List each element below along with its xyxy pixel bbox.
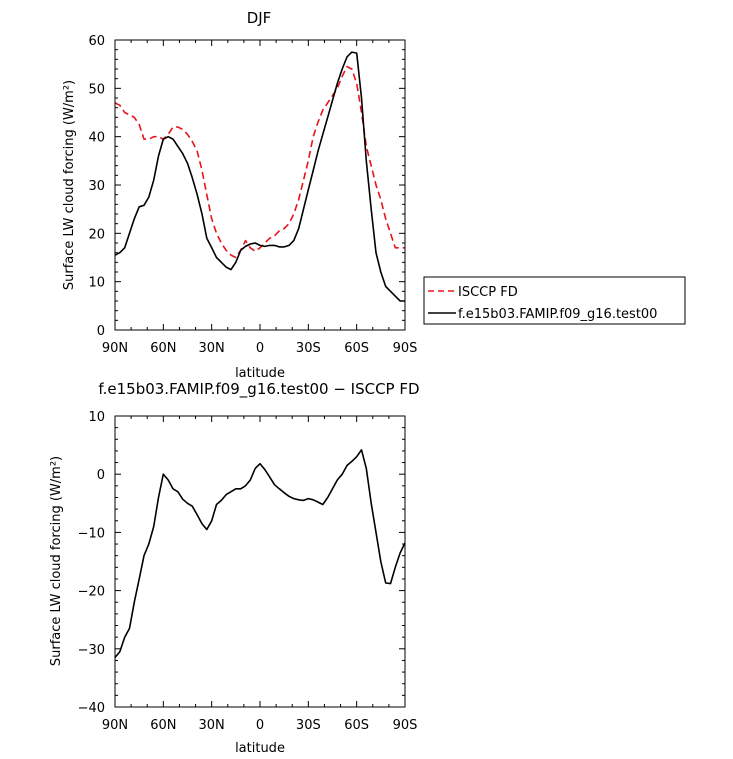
x-tick-label: 30N — [199, 718, 225, 733]
y-tick-label: 60 — [88, 34, 105, 49]
y-tick-label: 30 — [88, 179, 105, 194]
series-line-1-0 — [114, 448, 406, 659]
y-tick-label: −10 — [78, 526, 105, 541]
y-tick-label: 10 — [88, 410, 105, 425]
top-y-axis-label: Surface LW cloud forcing (W/m²) — [62, 80, 77, 290]
x-tick-label: 90S — [393, 718, 418, 733]
y-tick-label: 40 — [88, 131, 105, 146]
x-tick-label: 60N — [150, 718, 176, 733]
x-tick-label: 0 — [256, 341, 264, 356]
x-tick-label: 60N — [150, 341, 176, 356]
top-x-axis-label: latitude — [235, 366, 285, 381]
x-tick-label: 30S — [296, 341, 321, 356]
legend-label-model: f.e15b03.FAMIP.f09_g16.test00 — [458, 307, 657, 322]
y-tick-label: 20 — [88, 227, 105, 242]
top-panel: DJF 90N 60N 30N 0 30S 60S 90S 0 10 20 30 40 50 60 lat… — [62, 9, 417, 381]
legend-label-isccp: ISCCP FD — [458, 285, 518, 300]
x-tick-label: 60S — [344, 341, 369, 356]
x-tick-label: 90S — [393, 341, 418, 356]
top-plot-frame — [114, 39, 406, 331]
x-tick-label: 0 — [256, 718, 264, 733]
y-tick-label: 0 — [97, 468, 105, 483]
y-tick-label: −40 — [78, 701, 105, 716]
series-line-0-1 — [114, 51, 405, 302]
y-tick-label: −30 — [78, 643, 105, 658]
x-tick-label: 90N — [102, 341, 128, 356]
bottom-x-axis-label: latitude — [235, 741, 285, 756]
y-tick-label: −20 — [78, 585, 105, 600]
bottom-plot-frame — [114, 415, 406, 708]
top-title: DJF — [247, 9, 272, 27]
x-tick-label: 30S — [296, 718, 321, 733]
x-tick-label: 60S — [344, 718, 369, 733]
bottom-panel: f.e15b03.FAMIP.f09_g16.test00 − ISCCP FD… — [49, 380, 420, 756]
bottom-title: f.e15b03.FAMIP.f09_g16.test00 − ISCCP FD — [98, 380, 419, 399]
x-tick-label: 30N — [199, 341, 225, 356]
y-tick-label: 0 — [97, 324, 105, 339]
x-tick-label: 90N — [102, 718, 128, 733]
y-tick-label: 10 — [88, 276, 105, 291]
y-tick-label: 50 — [88, 82, 105, 97]
bottom-y-axis-label: Surface LW cloud forcing (W/m²) — [49, 456, 64, 666]
legend: ISCCP FD f.e15b03.FAMIP.f09_g16.test00 — [423, 276, 686, 325]
legend-box — [423, 276, 686, 325]
